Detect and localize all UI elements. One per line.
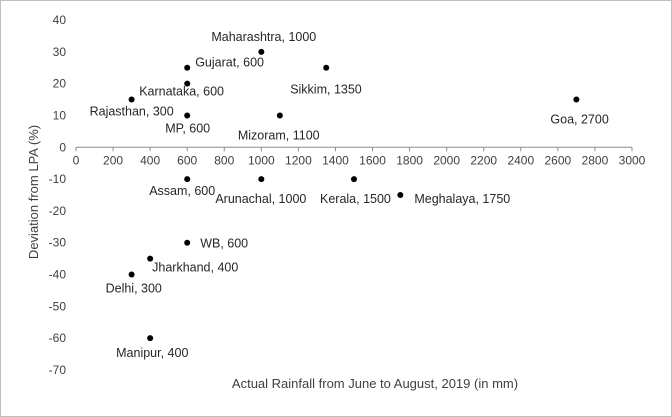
data-point: [128, 96, 135, 103]
data-point: [184, 176, 191, 183]
x-tick-label: 800: [214, 153, 234, 167]
x-tick-label: 1000: [248, 153, 275, 167]
data-label: WB, 600: [200, 237, 248, 251]
data-label: Gujarat, 600: [195, 56, 264, 70]
x-tick-label: 0: [73, 153, 80, 167]
data-label: Rajasthan, 300: [90, 105, 174, 119]
data-label: Manipur, 400: [116, 346, 188, 360]
x-tick-label: 2800: [582, 153, 609, 167]
data-label: Kerala, 1500: [320, 192, 391, 206]
y-tick-label: -60: [49, 331, 67, 345]
data-point: [184, 64, 191, 71]
y-tick-label: -70: [49, 363, 67, 377]
data-point: [128, 271, 135, 278]
data-points: [128, 48, 580, 342]
data-label: Arunachal, 1000: [215, 192, 306, 206]
x-axis-title: Actual Rainfall from June to August, 201…: [232, 376, 518, 391]
x-tick-label: 2400: [507, 153, 534, 167]
data-point: [351, 176, 357, 183]
x-tick-label: 2600: [545, 153, 572, 167]
data-label: Jharkhand, 400: [152, 261, 238, 275]
y-tick-label: -50: [49, 299, 67, 313]
data-point: [184, 112, 191, 119]
y-axis-title: Deviation from LPA (%): [26, 125, 41, 259]
x-tick-label: 400: [140, 153, 160, 167]
data-label: Assam, 600: [149, 184, 215, 198]
data-point: [258, 176, 265, 183]
data-point: [323, 64, 330, 71]
data-point: [147, 255, 154, 262]
y-tick-label: -20: [49, 204, 67, 218]
data-label: Karnataka, 600: [139, 85, 224, 99]
data-label: Goa, 2700: [550, 113, 608, 127]
data-point: [258, 48, 265, 55]
x-tick-label: 3000: [619, 153, 646, 167]
y-tick-label: 30: [53, 45, 67, 59]
data-point: [276, 112, 283, 119]
data-label: Meghalaya, 1750: [414, 192, 510, 206]
data-label: Mizoram, 1100: [238, 128, 320, 142]
point-labels: Maharashtra, 1000 Gujarat, 600 Sikkim, 135…: [90, 30, 609, 360]
y-tick-label: -40: [49, 268, 67, 282]
x-tick-label: 1800: [396, 153, 423, 167]
data-point: [184, 80, 191, 87]
data-point: [184, 239, 191, 246]
x-tick-label: 200: [103, 153, 123, 167]
y-tick-labels: 40 30 20 10 0 -10 -20 -30 -40 -50 -60 -70: [49, 13, 67, 377]
x-axis: 0 200 400 600 800 1000 1200 1400 1600 1800 2000 220…: [73, 146, 646, 167]
y-tick-label: -30: [49, 236, 67, 250]
y-tick-label: -10: [49, 172, 67, 186]
data-point: [147, 335, 154, 342]
y-tick-label: 40: [53, 13, 67, 27]
data-point: [397, 192, 404, 198]
data-point: [573, 96, 580, 103]
y-tick-label: 10: [53, 108, 67, 122]
data-label: MP, 600: [165, 121, 210, 135]
data-label: Sikkim, 1350: [290, 83, 362, 97]
x-tick-label: 1200: [285, 153, 312, 167]
data-label: Maharashtra, 1000: [211, 30, 316, 44]
y-tick-label: 0: [59, 140, 66, 154]
x-tick-label: 1600: [359, 153, 386, 167]
y-tick-label: 20: [53, 77, 67, 91]
x-tick-label: 2200: [470, 153, 497, 167]
data-label: Delhi, 300: [106, 282, 162, 296]
x-tick-label: 1400: [322, 153, 349, 167]
x-tick-label: 2000: [433, 153, 460, 167]
x-tick-label: 600: [177, 153, 197, 167]
